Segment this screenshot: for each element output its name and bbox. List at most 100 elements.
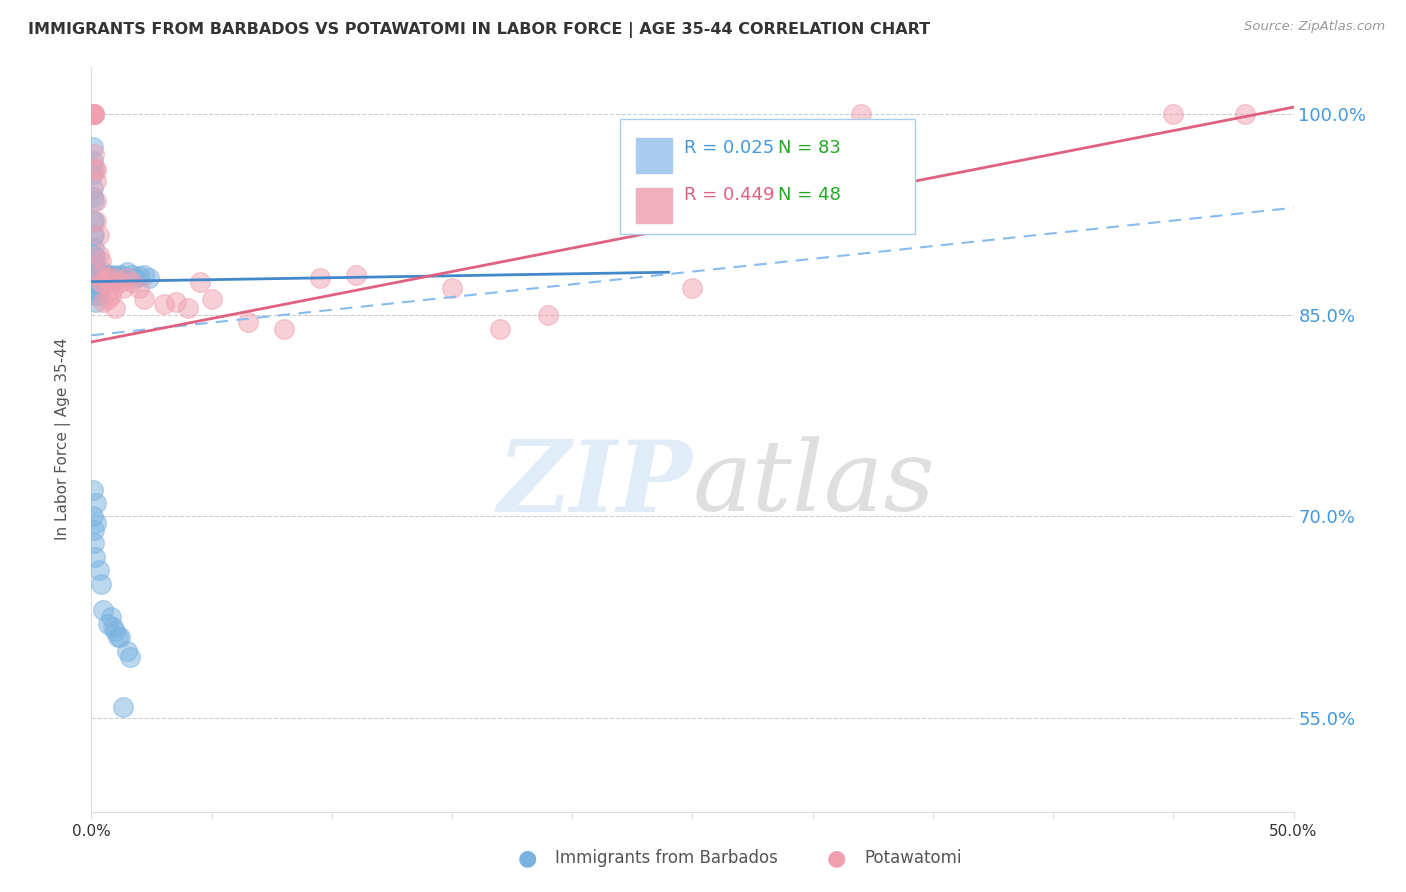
Point xyxy=(308,270,330,285)
Point xyxy=(104,273,127,287)
Point xyxy=(83,270,105,285)
Point xyxy=(82,509,104,524)
Point xyxy=(138,270,160,285)
Point xyxy=(107,270,129,285)
Point xyxy=(82,227,104,242)
Point xyxy=(87,288,110,302)
Point xyxy=(97,270,120,285)
Point xyxy=(84,281,107,295)
Point xyxy=(83,254,105,268)
Point xyxy=(97,270,120,285)
Text: N = 48: N = 48 xyxy=(778,186,841,204)
Text: ●: ● xyxy=(517,848,537,868)
Point xyxy=(849,107,872,121)
Point xyxy=(86,277,108,292)
Point xyxy=(93,294,115,309)
Point xyxy=(90,576,112,591)
Point xyxy=(83,248,105,262)
Point xyxy=(84,251,107,265)
Point xyxy=(82,190,104,204)
Point xyxy=(87,270,110,285)
Point xyxy=(83,147,105,161)
Point xyxy=(83,241,105,255)
Point xyxy=(201,292,224,306)
Point xyxy=(84,275,107,289)
Point xyxy=(84,261,107,276)
Point xyxy=(86,268,108,282)
Point xyxy=(1161,107,1184,121)
Point xyxy=(84,270,107,285)
Y-axis label: In Labor Force | Age 35-44: In Labor Force | Age 35-44 xyxy=(55,338,70,541)
Point xyxy=(440,281,463,295)
Point xyxy=(117,643,139,657)
Point xyxy=(188,275,211,289)
Point xyxy=(121,268,143,282)
Point xyxy=(82,180,104,194)
Text: R = 0.449: R = 0.449 xyxy=(685,186,775,204)
Point xyxy=(104,270,127,285)
Point xyxy=(165,294,187,309)
Point xyxy=(128,281,150,295)
Point xyxy=(101,619,124,633)
Point xyxy=(82,214,104,228)
Text: R = 0.025: R = 0.025 xyxy=(685,139,775,157)
Point xyxy=(111,700,134,714)
Point xyxy=(537,308,560,322)
Point xyxy=(110,630,132,644)
Point xyxy=(82,107,104,121)
Text: ●: ● xyxy=(827,848,846,868)
Point xyxy=(104,301,127,316)
Point xyxy=(101,281,124,295)
Point xyxy=(83,264,105,278)
Point xyxy=(97,616,120,631)
Point xyxy=(104,269,127,284)
Point xyxy=(84,270,107,285)
Point xyxy=(128,269,150,284)
Point xyxy=(134,292,156,306)
Point xyxy=(489,321,512,335)
Point xyxy=(82,483,104,497)
Point xyxy=(84,163,107,178)
Point xyxy=(84,174,107,188)
Point xyxy=(84,265,107,279)
Point xyxy=(84,194,107,208)
Point xyxy=(1234,107,1257,121)
Point xyxy=(87,281,110,295)
Point xyxy=(84,288,107,302)
Point xyxy=(90,275,112,289)
Point xyxy=(134,268,156,282)
Point xyxy=(101,268,124,282)
Point xyxy=(84,161,107,175)
Point xyxy=(100,273,122,287)
Point xyxy=(83,107,105,121)
Point xyxy=(236,315,259,329)
Text: ZIP: ZIP xyxy=(498,436,692,533)
Point xyxy=(110,275,132,289)
Point xyxy=(83,214,105,228)
Point xyxy=(84,214,107,228)
Point xyxy=(82,107,104,121)
Point xyxy=(94,269,117,284)
Point xyxy=(111,269,134,284)
Point xyxy=(83,107,105,121)
Point xyxy=(84,281,107,295)
Point xyxy=(97,292,120,306)
Text: atlas: atlas xyxy=(692,436,935,532)
Text: Source: ZipAtlas.com: Source: ZipAtlas.com xyxy=(1244,20,1385,33)
Point xyxy=(87,248,110,262)
Point xyxy=(107,630,129,644)
Point xyxy=(152,297,174,311)
Point xyxy=(87,563,110,577)
Text: Potawatomi: Potawatomi xyxy=(865,849,962,867)
Point xyxy=(100,288,122,302)
Point xyxy=(100,610,122,624)
Point xyxy=(93,270,115,285)
Point xyxy=(87,275,110,289)
Point xyxy=(90,275,112,289)
Text: Immigrants from Barbados: Immigrants from Barbados xyxy=(555,849,779,867)
Point xyxy=(344,268,367,282)
Text: IMMIGRANTS FROM BARBADOS VS POTAWATOMI IN LABOR FORCE | AGE 35-44 CORRELATION CH: IMMIGRANTS FROM BARBADOS VS POTAWATOMI I… xyxy=(28,22,931,38)
Point xyxy=(110,268,132,282)
Point xyxy=(83,281,105,295)
Point xyxy=(90,254,112,268)
